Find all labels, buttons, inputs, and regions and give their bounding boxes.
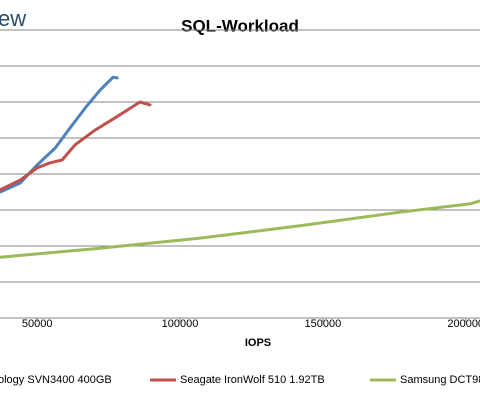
watermark: ew xyxy=(0,6,26,31)
x-tick-label: 200000 xyxy=(447,318,480,330)
series-line xyxy=(0,100,152,192)
legend-label: Seagate IronWolf 510 1.92TB xyxy=(180,374,325,386)
legend-label: ology SVN3400 400GB xyxy=(0,374,112,386)
x-axis-label: IOPS xyxy=(245,337,271,349)
x-tick-label: 50000 xyxy=(22,318,53,330)
chart-title: SQL-Workload xyxy=(181,16,299,35)
legend-label: Samsung DCT98 xyxy=(400,374,480,386)
series-line xyxy=(0,199,480,259)
x-tick-label: 150000 xyxy=(304,318,341,330)
x-tick-label: 100000 xyxy=(162,318,199,330)
series-line xyxy=(0,75,119,194)
